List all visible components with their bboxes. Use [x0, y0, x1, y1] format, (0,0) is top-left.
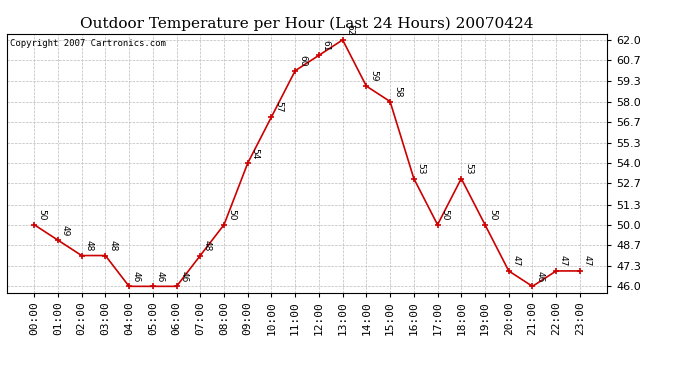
Text: 50: 50 [37, 209, 46, 220]
Text: 46: 46 [156, 271, 165, 282]
Text: 48: 48 [108, 240, 117, 251]
Text: 50: 50 [227, 209, 236, 220]
Text: 46: 46 [535, 271, 544, 282]
Text: 47: 47 [511, 255, 520, 267]
Text: 50: 50 [440, 209, 449, 220]
Text: 49: 49 [61, 225, 70, 236]
Text: 47: 47 [582, 255, 592, 267]
Text: 59: 59 [369, 70, 378, 82]
Text: 47: 47 [559, 255, 568, 267]
Text: 61: 61 [322, 40, 331, 51]
Text: Copyright 2007 Cartronics.com: Copyright 2007 Cartronics.com [10, 39, 166, 48]
Text: 48: 48 [84, 240, 93, 251]
Text: 62: 62 [346, 24, 355, 36]
Text: 53: 53 [417, 163, 426, 174]
Text: 58: 58 [393, 86, 402, 98]
Text: 60: 60 [298, 55, 307, 66]
Text: 53: 53 [464, 163, 473, 174]
Text: 57: 57 [274, 101, 283, 113]
Text: 46: 46 [179, 271, 188, 282]
Text: 54: 54 [250, 148, 259, 159]
Text: 48: 48 [203, 240, 212, 251]
Title: Outdoor Temperature per Hour (Last 24 Hours) 20070424: Outdoor Temperature per Hour (Last 24 Ho… [80, 17, 534, 31]
Text: 50: 50 [488, 209, 497, 220]
Text: 46: 46 [132, 271, 141, 282]
